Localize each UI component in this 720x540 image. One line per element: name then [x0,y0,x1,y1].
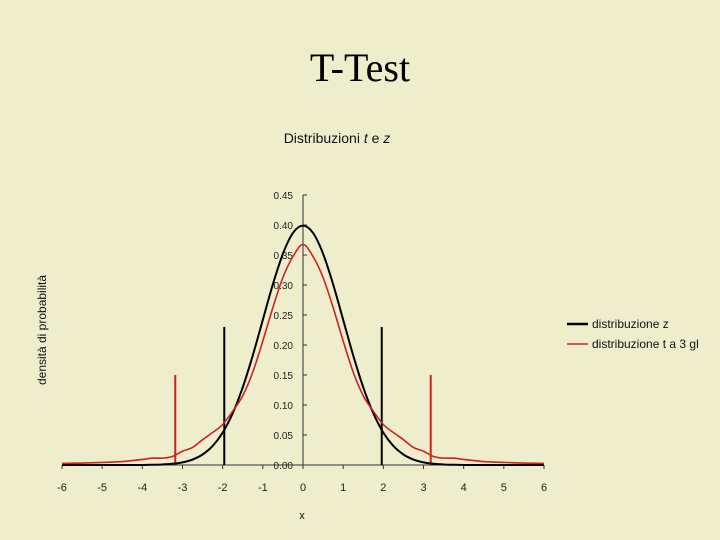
chart-title-t: t [364,130,369,146]
x-tick-label: -2 [218,482,228,494]
y-tick-label: 0.35 [274,251,294,262]
chart-title-z: z [382,130,390,146]
x-axis-label: x [299,510,305,522]
x-tick-label: 3 [420,482,426,494]
x-tick-label: -5 [97,482,107,494]
x-tick-label: 2 [380,482,386,494]
x-tick-label: -1 [258,482,268,494]
y-axis-label: densità di probabilità [35,275,49,385]
series-line-z [62,224,544,467]
chart-title: Distribuzioni t e z [284,130,391,146]
legend-label: distribuzione z [592,317,669,331]
x-tick-label: 0 [300,482,306,494]
chart-title-text: Distribuzioni [284,130,364,146]
y-tick-label: 0.30 [274,281,294,292]
y-tick-label: 0.10 [274,401,294,412]
y-tick-label: 0.05 [274,431,294,442]
y-tick-label: 0.25 [274,311,294,322]
y-tick-label: 0.40 [274,221,294,232]
series-line-t [61,243,545,465]
x-tick-label: 5 [501,482,507,494]
chart-title-mid: e [368,130,384,146]
x-tick-label: 4 [461,482,467,494]
y-tick-label: 0.45 [274,191,294,202]
y-tick-label: 0.15 [274,371,294,382]
y-tick-label: 0.00 [274,461,294,472]
slide-title: T-Test [309,45,411,90]
legend-label: distribuzione t a 3 gl [592,337,699,351]
x-tick-label: 6 [541,482,547,494]
x-tick-label: -4 [137,482,147,494]
y-tick-label: 0.20 [274,341,294,352]
x-tick-label: -3 [178,482,188,494]
x-tick-label: 1 [340,482,346,494]
x-tick-label: -6 [57,482,67,494]
